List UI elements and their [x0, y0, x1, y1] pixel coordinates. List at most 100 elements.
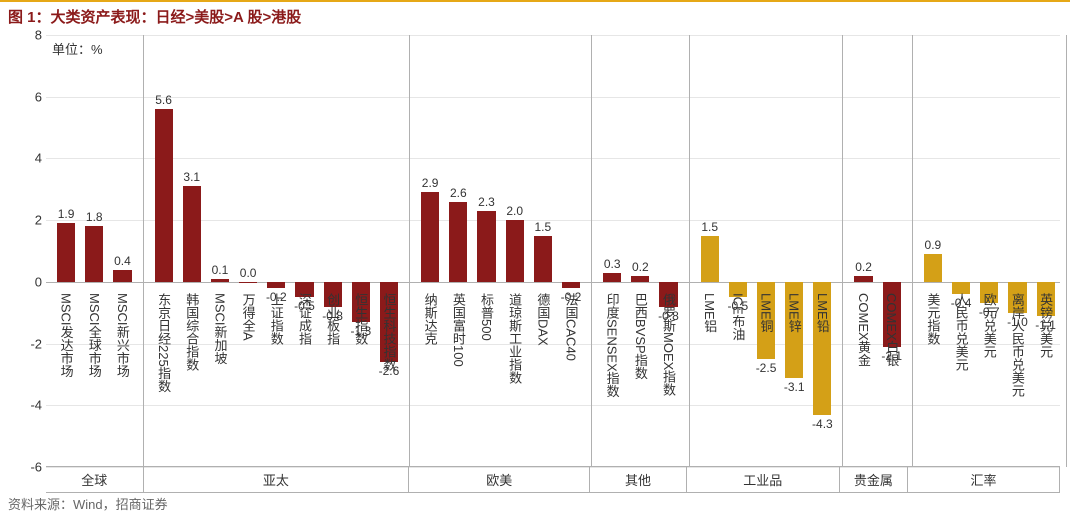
category-label: 纳斯达克 [421, 293, 440, 345]
bar [85, 226, 103, 282]
category-label: LME铅 [813, 293, 832, 333]
category-label: 英镑兑美元 [1036, 293, 1055, 358]
bar-value-label: 2.3 [478, 195, 495, 209]
bar [603, 273, 621, 282]
group: 5.6东京日经225指数3.1韩国综合指数0.1MSCI新加坡0.0万得全A-0… [143, 35, 410, 467]
bar-value-label: 3.1 [183, 170, 200, 184]
bar-value-label: -4.3 [812, 417, 833, 431]
unit-label: 单位：% [52, 39, 103, 58]
bar-slot: -0.2法国CAC40 [557, 35, 585, 467]
category-label: 恒生科技指数 [379, 293, 398, 371]
bar [854, 276, 872, 282]
bar-value-label: 0.2 [632, 260, 649, 274]
category-label: LME铜 [757, 293, 776, 333]
category-label: 上证指数 [267, 293, 286, 345]
source-text: 资料来源：Wind，招商证券 [8, 494, 168, 513]
y-tick: -6 [30, 460, 42, 475]
bar [239, 282, 257, 283]
bar-slot: 0.4 MSCI新兴市场 [108, 35, 136, 467]
bar [477, 211, 495, 282]
y-tick: -4 [30, 398, 42, 413]
bar-value-label: 1.5 [534, 220, 551, 234]
category-label: COMEX白银 [882, 293, 901, 367]
bar [155, 109, 173, 282]
category-label: 德国DAX [533, 293, 552, 346]
bar-slot: -0.8俄罗斯MOEX指数 [654, 35, 682, 467]
bar [183, 186, 201, 282]
bar-value-label: 1.9 [58, 207, 75, 221]
y-tick: 8 [35, 28, 42, 43]
y-tick: 0 [35, 274, 42, 289]
bar-slot: -0.2上证指数 [262, 35, 290, 467]
category-label: 离岸人民币兑美元 [1008, 293, 1027, 397]
bar-slot: -1.0离岸人民币兑美元 [1003, 35, 1031, 467]
category-label: 万得全A [239, 293, 258, 341]
category-label: 创业板指 [323, 293, 342, 345]
category-label: LME锌 [785, 293, 804, 333]
bar-slot: 0.9美元指数 [919, 35, 947, 467]
bar-value-label: 0.3 [604, 257, 621, 271]
category-label: 法国CAC40 [562, 293, 581, 361]
group-label: 汇率 [907, 466, 1060, 493]
category-label: 欧元兑美元 [980, 293, 999, 358]
bar [421, 192, 439, 281]
group-label: 亚太 [143, 466, 409, 493]
bar [701, 236, 719, 282]
bar-slot: 2.6英国富时100 [444, 35, 472, 467]
group: 0.9美元指数-0.4人民币兑美元-0.7欧元兑美元-1.0离岸人民币兑美元-1… [912, 35, 1067, 467]
category-label: 道琼斯工业指数 [505, 293, 524, 384]
bar [267, 282, 285, 288]
bar-slot: -0.5ICE布油 [724, 35, 752, 467]
group-label: 其他 [589, 466, 686, 493]
group-label: 全球 [46, 466, 143, 493]
bar-slot: 0.2COMEX黄金 [849, 35, 877, 467]
category-label: 美元指数 [923, 293, 942, 345]
group-label: 欧美 [408, 466, 589, 493]
bar-value-label: 2.0 [506, 204, 523, 218]
bar-slot: -2.6恒生科技指数 [375, 35, 403, 467]
bar [449, 202, 467, 282]
category-label: MSCI发达市场 [57, 293, 76, 378]
group-label: 贵金属 [839, 466, 907, 493]
bar-value-label: 2.6 [450, 186, 467, 200]
bar-slot: 1.5 德国DAX [529, 35, 557, 467]
category-label: 恒生指数 [351, 293, 370, 345]
bar-slot: -1.1英镑兑美元 [1032, 35, 1060, 467]
bar-value-label: 0.0 [240, 266, 257, 280]
bar-slot: -0.8创业板指 [319, 35, 347, 467]
bar [534, 236, 552, 282]
category-label: MSCI新加坡 [210, 293, 229, 365]
category-label: MSCI全球市场 [85, 293, 104, 378]
bar-slot: -3.1 LME锌 [780, 35, 808, 467]
bar-slot: 2.3标普500 [472, 35, 500, 467]
category-label: MSCI新兴市场 [113, 293, 132, 378]
bar-slot: 2.9 纳斯达克 [416, 35, 444, 467]
y-tick: 2 [35, 213, 42, 228]
group: 1.9MSCI发达市场1.8MSCI全球市场0.4MSCI新兴市场 [46, 35, 143, 467]
bar-value-label: -3.1 [784, 380, 805, 394]
category-label: 印度SENSEX指数 [603, 293, 622, 398]
bar-slot: -1.3恒生指数 [347, 35, 375, 467]
bar-slot: 1.9 MSCI发达市场 [52, 35, 80, 467]
bar-value-label: 1.5 [701, 220, 718, 234]
group: 1.5LME铝-0.5ICE布油-2.5LME铜-3.1LME锌-4.3LME铅 [689, 35, 843, 467]
category-label: 俄罗斯MOEX指数 [659, 293, 678, 396]
category-label: 韩国综合指数 [182, 293, 201, 371]
plot-area: 1.9MSCI发达市场1.8MSCI全球市场0.4MSCI新兴市场5.6东京日经… [46, 35, 1060, 467]
group: 0.2COMEX黄金-2.1COMEX白银 [842, 35, 911, 467]
bar-slot: -0.7欧元兑美元 [975, 35, 1003, 467]
bar-value-label: 0.4 [114, 254, 131, 268]
category-label: 深证成指 [295, 293, 314, 345]
group: 0.3印度SENSEX指数0.2巴西BVSP指数-0.8俄罗斯MOEX指数 [591, 35, 689, 467]
group-labels-row: 全球亚太欧美其他工业品贵金属汇率 [46, 466, 1060, 493]
group: 2.9 纳斯达克2.6英国富时1002.3标普500 2.0 道琼斯工业指数 1.5 德国… [409, 35, 591, 467]
bar-slot: 0.3 印度SENSEX指数 [598, 35, 626, 467]
bar-value-label: 0.1 [212, 263, 229, 277]
bar-value-label: 2.9 [422, 176, 439, 190]
y-tick: 4 [35, 151, 42, 166]
category-label: ICE布油 [728, 293, 747, 341]
bar [562, 282, 580, 288]
group-label: 工业品 [686, 466, 839, 493]
category-label: COMEX黄金 [854, 293, 873, 367]
bar [631, 276, 649, 282]
